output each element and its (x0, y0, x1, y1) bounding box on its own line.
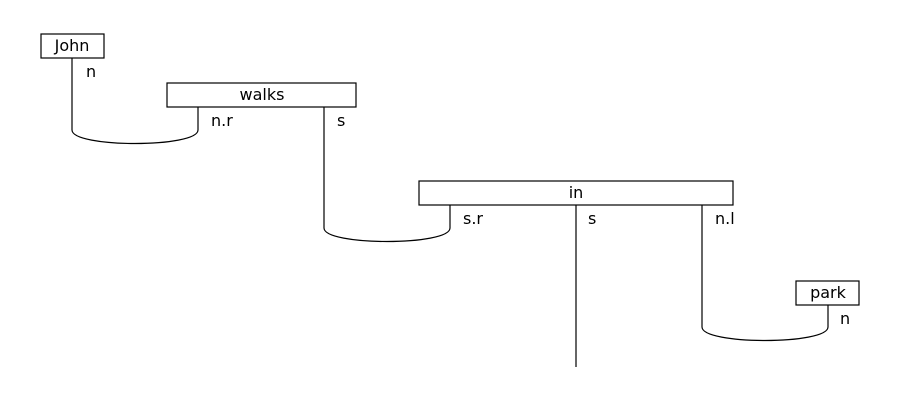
type-label-john-n: n (86, 62, 96, 81)
type-label-walks-nr: n.r (211, 111, 233, 130)
word-box-walks: walks (166, 82, 357, 108)
type-label-in-sr: s.r (463, 209, 483, 228)
cup-wire-walks-in (323, 107, 451, 243)
word-box-park: park (795, 280, 860, 306)
word-label-john: John (54, 36, 90, 55)
word-label-in: in (569, 183, 584, 202)
word-box-john: John (40, 33, 105, 59)
type-label-park-n: n (840, 309, 850, 328)
word-box-in: in (418, 180, 734, 206)
word-label-park: park (810, 283, 847, 302)
cup-wire-john-walks (71, 58, 199, 145)
type-label-in-nl: n.l (715, 209, 735, 228)
type-label-in-s: s (588, 209, 596, 228)
word-label-walks: walks (240, 85, 285, 104)
cup-wire-in-park (701, 205, 829, 342)
type-label-walks-s: s (337, 111, 345, 130)
